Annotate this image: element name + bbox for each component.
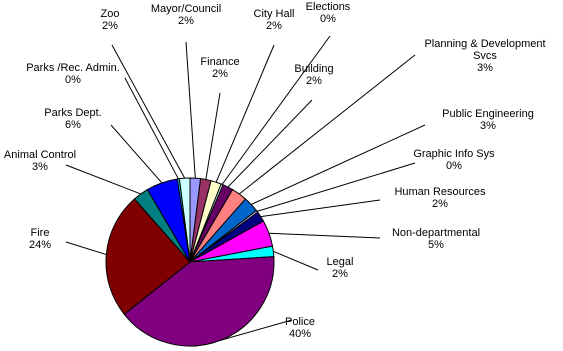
slice-label: Finance 2% [200, 56, 239, 80]
slice-label: Fire 24% [29, 227, 51, 251]
slice-label: Non-departmental 5% [392, 227, 480, 251]
leader-line [238, 54, 416, 195]
slice-label: Mayor/Council 2% [151, 3, 221, 27]
leader-line [185, 41, 196, 179]
leader-line [215, 44, 275, 183]
slice-label: Zoo 2% [101, 8, 120, 32]
slice-label: Planning & Development Svcs 3% [424, 38, 545, 74]
leader-line [273, 250, 319, 271]
leader-line [124, 77, 179, 180]
slice-label: Graphic Info Sys 0% [413, 148, 495, 172]
slice-label: Building 2% [294, 63, 333, 87]
leader-lines [65, 35, 426, 341]
pie-slice-police [123, 256, 275, 347]
slice-label: Elections 0% [306, 1, 351, 25]
slice-label: Police 40% [285, 316, 315, 340]
slice-label: Parks Dept. 6% [44, 107, 101, 131]
leader-line [260, 199, 381, 218]
leader-line [205, 92, 221, 180]
slice-label: Animal Control 3% [4, 149, 76, 173]
slice-label: Parks /Rec. Admin. 0% [26, 62, 120, 86]
slice-label: Legal 2% [327, 256, 354, 280]
slice-label: Public Engineering 3% [442, 108, 534, 132]
pie-slice-fire [105, 198, 191, 315]
leader-line [220, 319, 293, 341]
leader-line [65, 241, 107, 256]
slice-label: Human Resources 2% [394, 186, 486, 210]
leader-line [251, 124, 426, 205]
pie-slices [105, 177, 275, 347]
leader-line [111, 44, 186, 179]
leader-line [221, 35, 331, 185]
leader-line [65, 164, 141, 195]
leader-line [268, 232, 381, 239]
leader-line [227, 99, 313, 188]
leader-line [110, 124, 163, 184]
leader-line [256, 162, 416, 212]
slice-label: City Hall 2% [254, 8, 295, 32]
slice-labels: Mayor/Council 2% Finance 2% City Hall 2% Elect… [4, 1, 546, 340]
